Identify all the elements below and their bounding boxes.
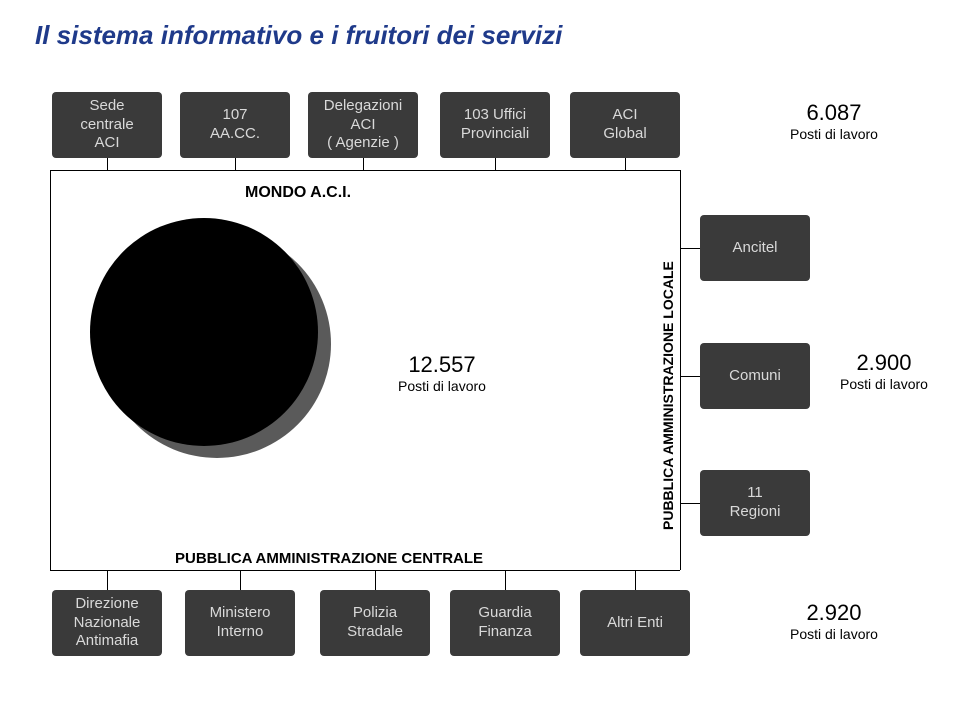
label-pa-centrale: PUBBLICA AMMINISTRAZIONE CENTRALE [175,550,483,567]
slide-stage: { "title": { "text": "Il sistema informa… [0,0,960,720]
box-altri-enti: Altri Enti [580,590,690,656]
label-mondo: MONDO A.C.I. [245,184,351,202]
stat-right: 2.900Posti di lavoro [840,350,928,392]
stat-center: 12.557Posti di lavoro [398,352,486,394]
box-aacc: 107AA.CC. [180,92,290,158]
label-pa-locale: PUBBLICA AMMINISTRAZIONE LOCALE [660,261,676,530]
box-ancitel: Ancitel [700,215,810,281]
box-aci-global: ACIGlobal [570,92,680,158]
box-comuni: Comuni [700,343,810,409]
box-guardia-finanza: GuardiaFinanza [450,590,560,656]
box-sede-centrale: SedecentraleACI [52,92,162,158]
circle-main [90,218,318,446]
slide-title: Il sistema informativo e i fruitori dei … [35,20,562,51]
box-antimafia: DirezioneNazionaleAntimafia [52,590,162,656]
box-ministero-interno: MinisteroInterno [185,590,295,656]
stat-bottom: 2.920Posti di lavoro [790,600,878,642]
box-regioni: 11Regioni [700,470,810,536]
box-polizia-stradale: PoliziaStradale [320,590,430,656]
stat-top: 6.087Posti di lavoro [790,100,878,142]
box-uffici-provinciali: 103 UfficiProvinciali [440,92,550,158]
box-delegazioni: DelegazioniACI( Agenzie ) [308,92,418,158]
